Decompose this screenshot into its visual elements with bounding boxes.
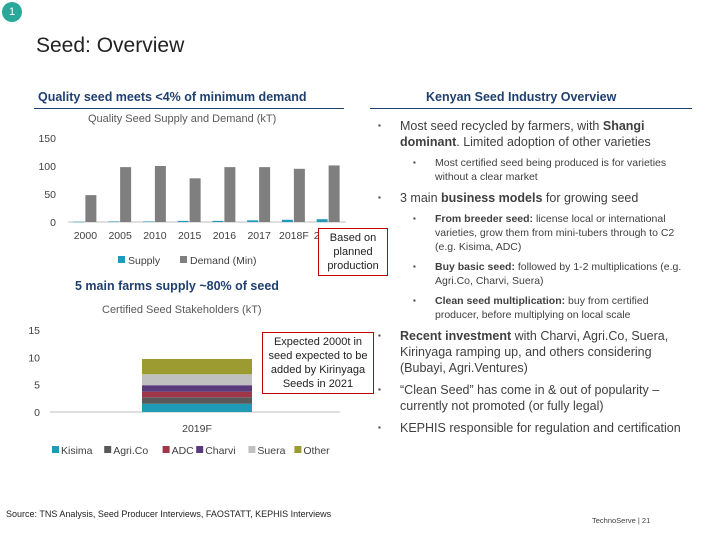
stack-segment-other <box>142 358 252 375</box>
legend-swatch <box>162 446 170 453</box>
y-tick-label: 5 <box>34 380 40 392</box>
right-header-divider <box>370 108 692 109</box>
y-tick-label: 15 <box>28 325 40 337</box>
bar-demand-min--2000 <box>85 195 97 222</box>
brand-page-label: TechnoServe | 21 <box>592 516 651 525</box>
legend-swatch <box>294 446 302 453</box>
bar-supply-2023F <box>316 219 328 222</box>
kirinyaga-callout: Expected 2000t in seed expected to be ad… <box>262 332 374 394</box>
y-tick-label: 150 <box>38 133 56 145</box>
planned-production-callout: Based on planned production <box>318 228 388 276</box>
right-section-header: Kenyan Seed Industry Overview <box>426 90 617 104</box>
bar-supply-2000 <box>73 221 85 223</box>
industry-overview-bullets: ▪ Most seed recycled by farmers, with Sha… <box>376 118 688 442</box>
farms-supply-note: 5 main farms supply ~80% of seed <box>75 279 279 293</box>
chart1-title: Quality Seed Supply and Demand (kT) <box>88 113 277 125</box>
legend-swatch <box>248 446 256 453</box>
slide-number-badge: 1 <box>2 2 22 22</box>
legend-label: Agri.Co <box>113 445 148 457</box>
bar-supply-2005 <box>108 221 120 222</box>
bullet-item: ▪ 3 main business models for growing seed <box>378 191 639 205</box>
x-tick-label: 2015 <box>178 230 202 242</box>
bar-demand-min--2005 <box>120 167 132 222</box>
legend-swatch <box>118 256 125 263</box>
bar-supply-2018F <box>281 219 293 222</box>
legend-label: Other <box>303 445 330 457</box>
bar-demand-min--2015 <box>189 178 201 222</box>
bar-demand-min--2010 <box>154 166 166 222</box>
legend-label: Supply <box>128 255 161 267</box>
bar-demand-min--2017 <box>259 167 271 222</box>
legend-label: Demand (Min) <box>190 255 257 267</box>
legend-label: ADC <box>172 445 195 457</box>
legend-label: Suera <box>257 445 285 457</box>
x-tick-label: 2000 <box>74 230 98 242</box>
legend-label: Charvi <box>205 445 235 457</box>
legend-swatch <box>104 446 112 453</box>
bar-demand-min--2023F <box>328 165 340 222</box>
y-tick-label: 0 <box>50 217 56 229</box>
x-tick-label: 2017 <box>247 230 271 242</box>
sub-bullet-item: ▪ Most certified seed being produced is f… <box>413 157 667 183</box>
x-tick-label: 2010 <box>143 230 167 242</box>
stack-segment-suera <box>142 374 252 386</box>
bullet-item: ▪ Recent investment with Charvi, Agri.Co,… <box>378 329 669 375</box>
legend-swatch <box>196 446 204 453</box>
bar-supply-2015 <box>177 220 189 222</box>
bar-demand-min--2016 <box>224 167 236 222</box>
y-tick-label: 50 <box>44 189 56 201</box>
sub-bullet-item: ▪ From breeder seed: license local or int… <box>413 213 675 253</box>
legend-swatch <box>52 446 59 453</box>
x-tick-label: 2019F <box>182 423 212 435</box>
stack-segment-adc <box>142 391 252 398</box>
y-tick-label: 0 <box>34 407 40 419</box>
left-section-header: Quality seed meets <4% of minimum demand <box>38 90 307 104</box>
y-tick-label: 10 <box>28 352 40 364</box>
source-footnote: Source: TNS Analysis, Seed Producer Inte… <box>6 509 332 519</box>
supply-demand-chart: 0501001502000200520102015201620172018F20… <box>38 133 346 267</box>
bullet-item: ▪ “Clean Seed” has come in & out of popul… <box>378 383 660 413</box>
left-header-divider <box>34 108 344 109</box>
stakeholders-chart: 0 5 10 15 2019F Kisima Agri.Co ADC Charvi Suera Ot… <box>28 325 340 457</box>
legend-swatch <box>180 256 187 263</box>
x-tick-label: 2016 <box>213 230 237 242</box>
bar-supply-2016 <box>212 220 224 222</box>
bar-supply-2010 <box>142 221 154 222</box>
y-tick-label: 100 <box>38 161 56 173</box>
stack-segment-agri-co <box>142 397 252 404</box>
stack-segment-kisima <box>142 403 252 412</box>
bullet-item: ▪ Most seed recycled by farmers, with Sha… <box>378 119 651 149</box>
bar-supply-2017 <box>247 220 259 222</box>
bullet-item: ▪ KEPHIS responsible for regulation and c… <box>378 421 681 435</box>
sub-bullet-item: ▪ Buy basic seed: followed by 1-2 multipl… <box>413 261 682 287</box>
page-title: Seed: Overview <box>36 34 185 57</box>
bar-demand-min--2018F <box>293 168 305 222</box>
x-tick-label: 2005 <box>108 230 132 242</box>
chart2-title: Certified Seed Stakeholders (kT) <box>102 304 262 316</box>
sub-bullet-item: ▪ Clean seed multiplication: buy from cer… <box>413 295 649 321</box>
stack-segment-charvi <box>142 385 252 392</box>
legend-label: Kisima <box>61 445 93 457</box>
x-tick-label: 2018F <box>279 230 309 242</box>
